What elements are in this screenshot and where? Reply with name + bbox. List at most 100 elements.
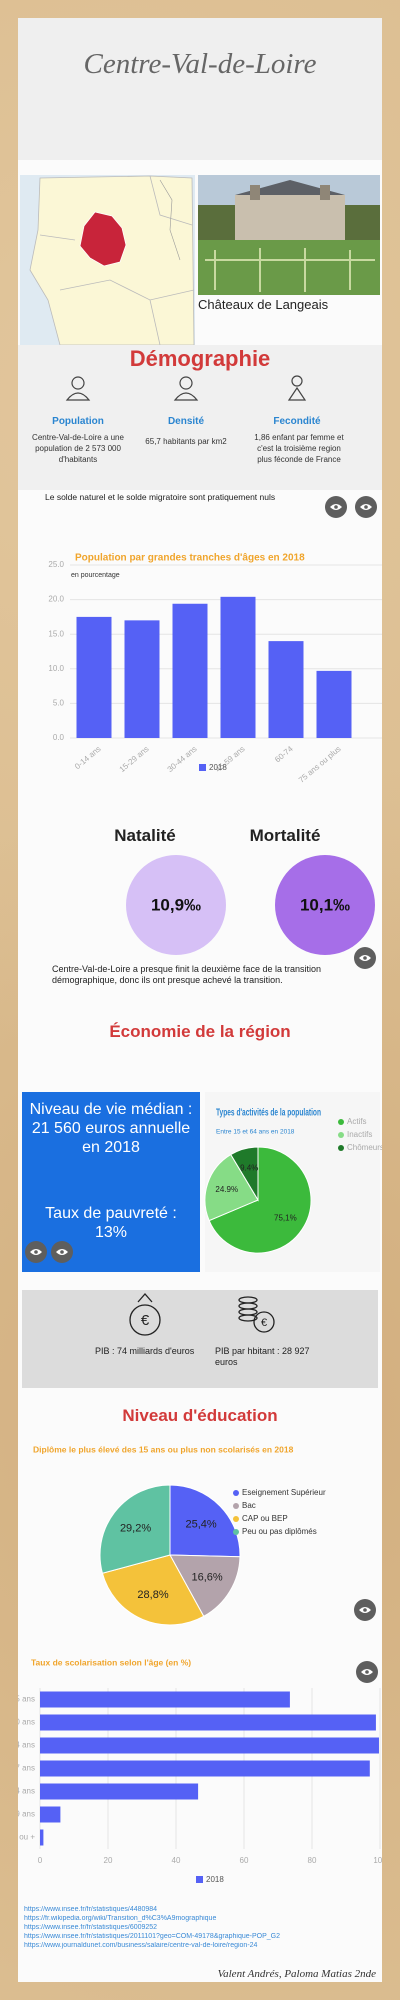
x-tick-label: 40 <box>172 1856 181 1865</box>
legend-label: Inactifs <box>347 1130 372 1139</box>
legend-swatch <box>233 1529 239 1535</box>
view-button[interactable] <box>25 1241 47 1263</box>
map <box>20 175 195 346</box>
eye-pupil <box>34 1250 38 1254</box>
source-link[interactable]: https://www.journaldunet.com/business/sa… <box>24 1942 258 1949</box>
y-tick-label: 20.0 <box>48 595 64 604</box>
y-tick-label: 15 à 17 ans <box>0 1764 35 1773</box>
x-tick-label: 75 ans ou plus <box>297 744 343 784</box>
mortalite-value: 10,1‰ <box>300 895 350 914</box>
bar <box>76 616 112 738</box>
x-tick-label: 60-74 <box>273 744 295 764</box>
pie-slice <box>101 1554 205 1626</box>
legend-swatch <box>233 1503 239 1509</box>
view-button[interactable] <box>356 1661 378 1683</box>
x-tick-label: 15-29 ans <box>118 744 151 774</box>
slice-label: 75,1% <box>274 1213 297 1222</box>
title-band <box>18 18 382 160</box>
authors: Valent Andrés, Paloma Matias 2nde <box>217 1968 376 1980</box>
transition-note: Centre-Val-de-Loire a presque finit la d… <box>52 964 321 985</box>
castle-photo <box>198 175 380 295</box>
section-heading: Économie de la région <box>109 1022 291 1041</box>
pie-slice <box>208 1146 312 1254</box>
pib-panel <box>22 1290 378 1388</box>
pie-slice <box>169 1554 241 1618</box>
photo-caption: Châteaux de Langeais <box>198 297 329 312</box>
bar <box>172 603 208 738</box>
eye-pupil <box>334 505 338 509</box>
eye-pupil <box>363 956 367 960</box>
slice-label: 24.9% <box>215 1185 238 1194</box>
pie-slice <box>204 1153 259 1222</box>
legend-swatch <box>338 1145 344 1151</box>
bar <box>40 1760 370 1777</box>
stat-label: Densité <box>167 416 205 427</box>
legend-swatch <box>199 764 206 771</box>
legend-label: Peu ou pas diplômés <box>242 1527 317 1536</box>
slice-label: 29,2% <box>120 1523 151 1535</box>
bar <box>40 1783 199 1800</box>
stat-text: Centre-Val-de-Loire a une population de … <box>32 433 124 464</box>
legend-label: CAP ou BEP <box>242 1514 288 1523</box>
view-button[interactable] <box>354 1599 376 1621</box>
y-tick-label: 0.0 <box>53 733 65 742</box>
view-button[interactable] <box>355 496 377 518</box>
y-tick-label: 25.0 <box>48 560 64 569</box>
section-heading: Niveau d'éducation <box>122 1406 278 1425</box>
bar <box>268 641 304 738</box>
slice-label: 25,4% <box>185 1519 216 1531</box>
y-tick-label: 25 à 29 ans <box>0 1810 35 1819</box>
x-tick-label: 20 <box>104 1856 113 1865</box>
pib: PIB : 74 milliards d'euros <box>95 1346 195 1356</box>
view-button[interactable] <box>325 496 347 518</box>
chart-title: Population par grandes tranches d'âges e… <box>75 553 305 564</box>
slice-label: 28,8% <box>137 1589 168 1601</box>
bar <box>40 1691 290 1708</box>
eye-pupil <box>363 1608 367 1612</box>
x-tick-label: 30-44 ans <box>166 744 199 774</box>
income-panel <box>22 1092 200 1272</box>
x-tick-label: 60 <box>240 1856 249 1865</box>
x-tick-label: 80 <box>308 1856 317 1865</box>
source-link[interactable]: https://www.insee.fr/fr/statistiques/600… <box>24 1924 158 1931</box>
legend-label: 2018 <box>206 1875 224 1884</box>
demographie-note: Le solde naturel et le solde migratoire … <box>45 492 276 502</box>
legend-swatch <box>338 1132 344 1138</box>
bar <box>40 1829 44 1846</box>
mortalite-circle <box>275 855 375 955</box>
money-icons: € € <box>129 1293 275 1336</box>
legend-swatch <box>233 1516 239 1522</box>
pauvrete: Taux de pauvreté : 13% <box>45 1205 177 1241</box>
eye-pupil <box>60 1250 64 1254</box>
chart-title: Types d'activités de la population <box>216 1108 321 1119</box>
bar <box>124 620 160 738</box>
slice-label: 16,6% <box>191 1571 222 1583</box>
pib-habitant: PIB par hbitant : 28 927 euros <box>215 1346 310 1367</box>
y-tick-label: 10.0 <box>48 664 64 673</box>
stat-text: 1,86 enfant par femme et c'est la troisi… <box>254 433 344 464</box>
bar <box>40 1806 61 1823</box>
natalite-value: 10,9‰ <box>151 895 201 914</box>
source-link[interactable]: https://fr.wikipedia.org/wiki/Transition… <box>24 1915 217 1922</box>
view-button[interactable] <box>354 947 376 969</box>
x-tick-label: 0-14 ans <box>73 744 103 771</box>
legend-label: Chômeurs <box>347 1143 384 1152</box>
stat-text: 65,7 habitants par km2 <box>145 437 227 446</box>
y-tick-label: 30 ans ou + <box>0 1833 35 1842</box>
svg-text:€: € <box>261 1317 267 1329</box>
pie-slice <box>169 1484 241 1558</box>
pie-slice <box>99 1484 171 1574</box>
legend-swatch <box>338 1119 344 1125</box>
source-link[interactable]: https://www.insee.fr/fr/statistiques/448… <box>24 1906 158 1913</box>
slice-label: 9.4% <box>240 1163 258 1172</box>
view-button[interactable] <box>51 1241 73 1263</box>
legend-label: Bac <box>242 1501 256 1510</box>
mortalite-label: Mortalité <box>249 826 321 845</box>
bar <box>40 1714 376 1731</box>
stat-label: Fecondité <box>273 416 321 427</box>
y-tick-label: 15.0 <box>48 629 64 638</box>
source-link[interactable]: https://www.insee.fr/fr/statistiques/201… <box>24 1933 280 1940</box>
person-icons <box>65 375 307 401</box>
